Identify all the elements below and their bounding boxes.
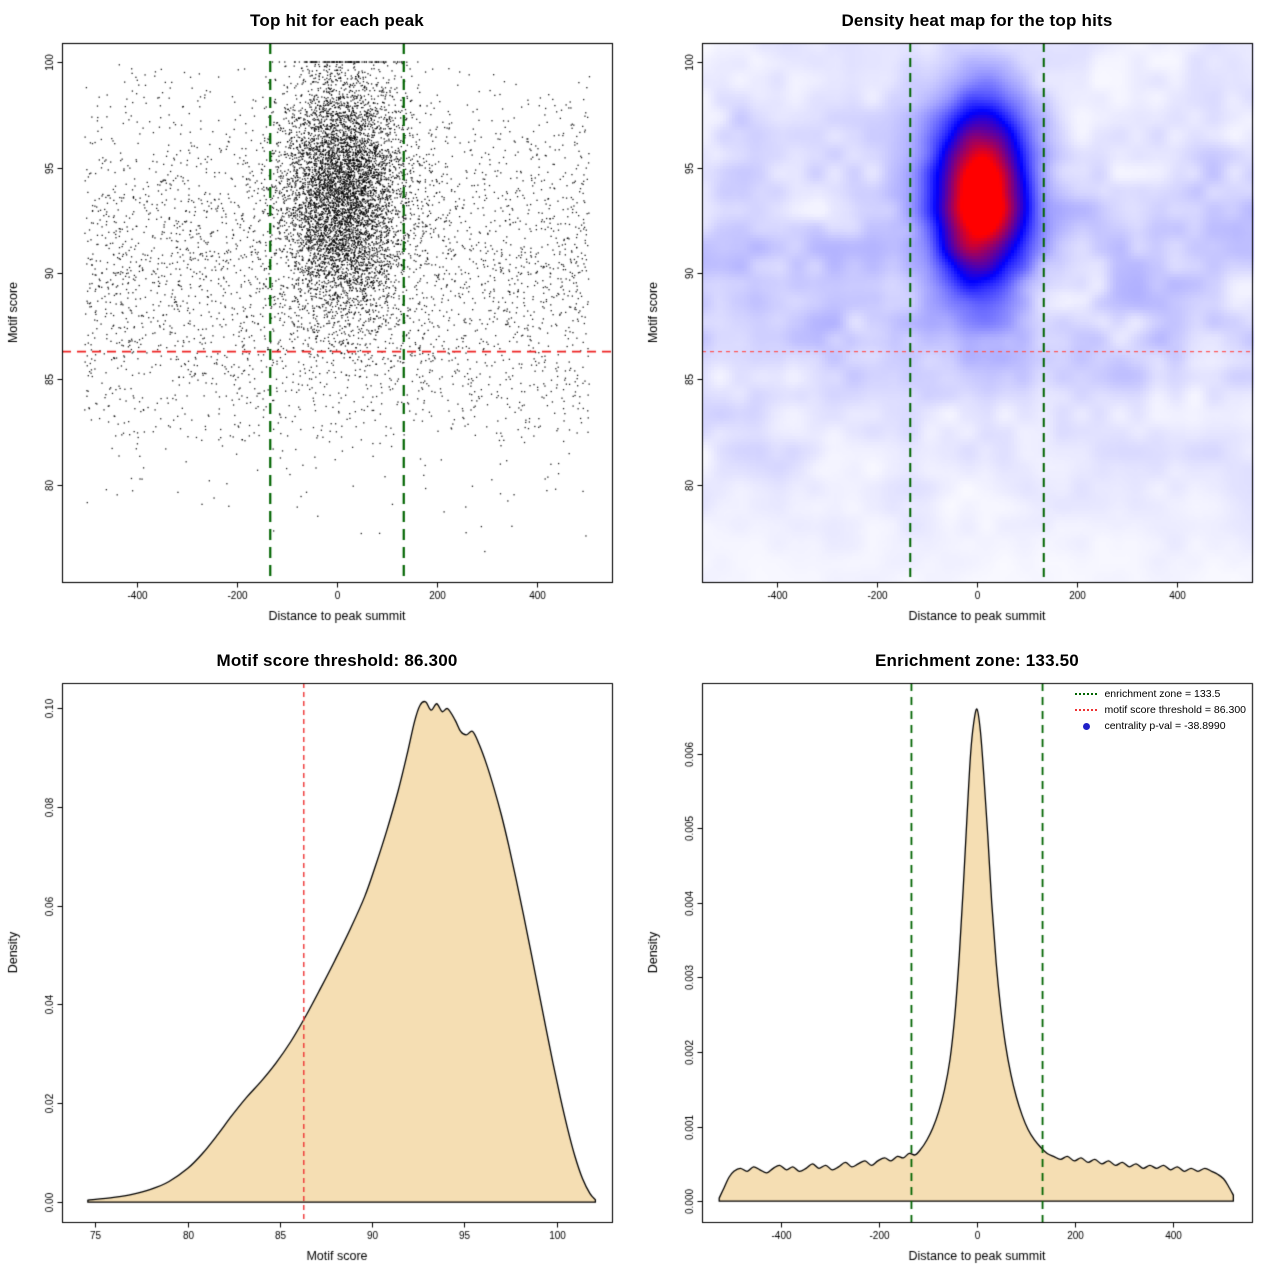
legend-label: motif score threshold = 86.300 — [1104, 704, 1246, 716]
panel-density-heatmap: Density heat map for the top hits — [640, 0, 1280, 640]
score-threshold-line-icon — [1073, 709, 1099, 711]
centrality-pval-dot-icon — [1073, 722, 1099, 730]
panel-motif-score-density: Motif score threshold: 86.300 — [0, 640, 640, 1280]
legend-label: centrality p-val = -38.8990 — [1104, 720, 1226, 732]
summit-density-canvas — [640, 640, 1280, 1280]
chart-title-top-hits: Top hit for each peak — [250, 11, 424, 30]
panel-top-hits-scatter: Top hit for each peak — [0, 0, 640, 640]
scatter-plot-canvas — [0, 0, 640, 640]
score-density-canvas — [0, 640, 640, 1280]
chart-title-enrichment-zone: Enrichment zone: 133.50 — [875, 651, 1079, 670]
legend-label: enrichment zone = 133.5 — [1104, 688, 1221, 700]
legend-item-score-threshold: motif score threshold = 86.300 — [1073, 702, 1246, 718]
chart-title-score-threshold: Motif score threshold: 86.300 — [216, 651, 458, 670]
enrichment-zone-line-icon — [1073, 693, 1099, 695]
panel-enrichment-zone-density: Enrichment zone: 133.50 enrichment zone … — [640, 640, 1280, 1280]
legend-item-enrichment-zone: enrichment zone = 133.5 — [1073, 686, 1246, 702]
heatmap-canvas — [640, 0, 1280, 640]
legend-item-centrality-pval: centrality p-val = -38.8990 — [1073, 718, 1246, 734]
plot-legend: enrichment zone = 133.5 motif score thre… — [1073, 686, 1246, 734]
chart-title-heatmap: Density heat map for the top hits — [841, 11, 1113, 30]
